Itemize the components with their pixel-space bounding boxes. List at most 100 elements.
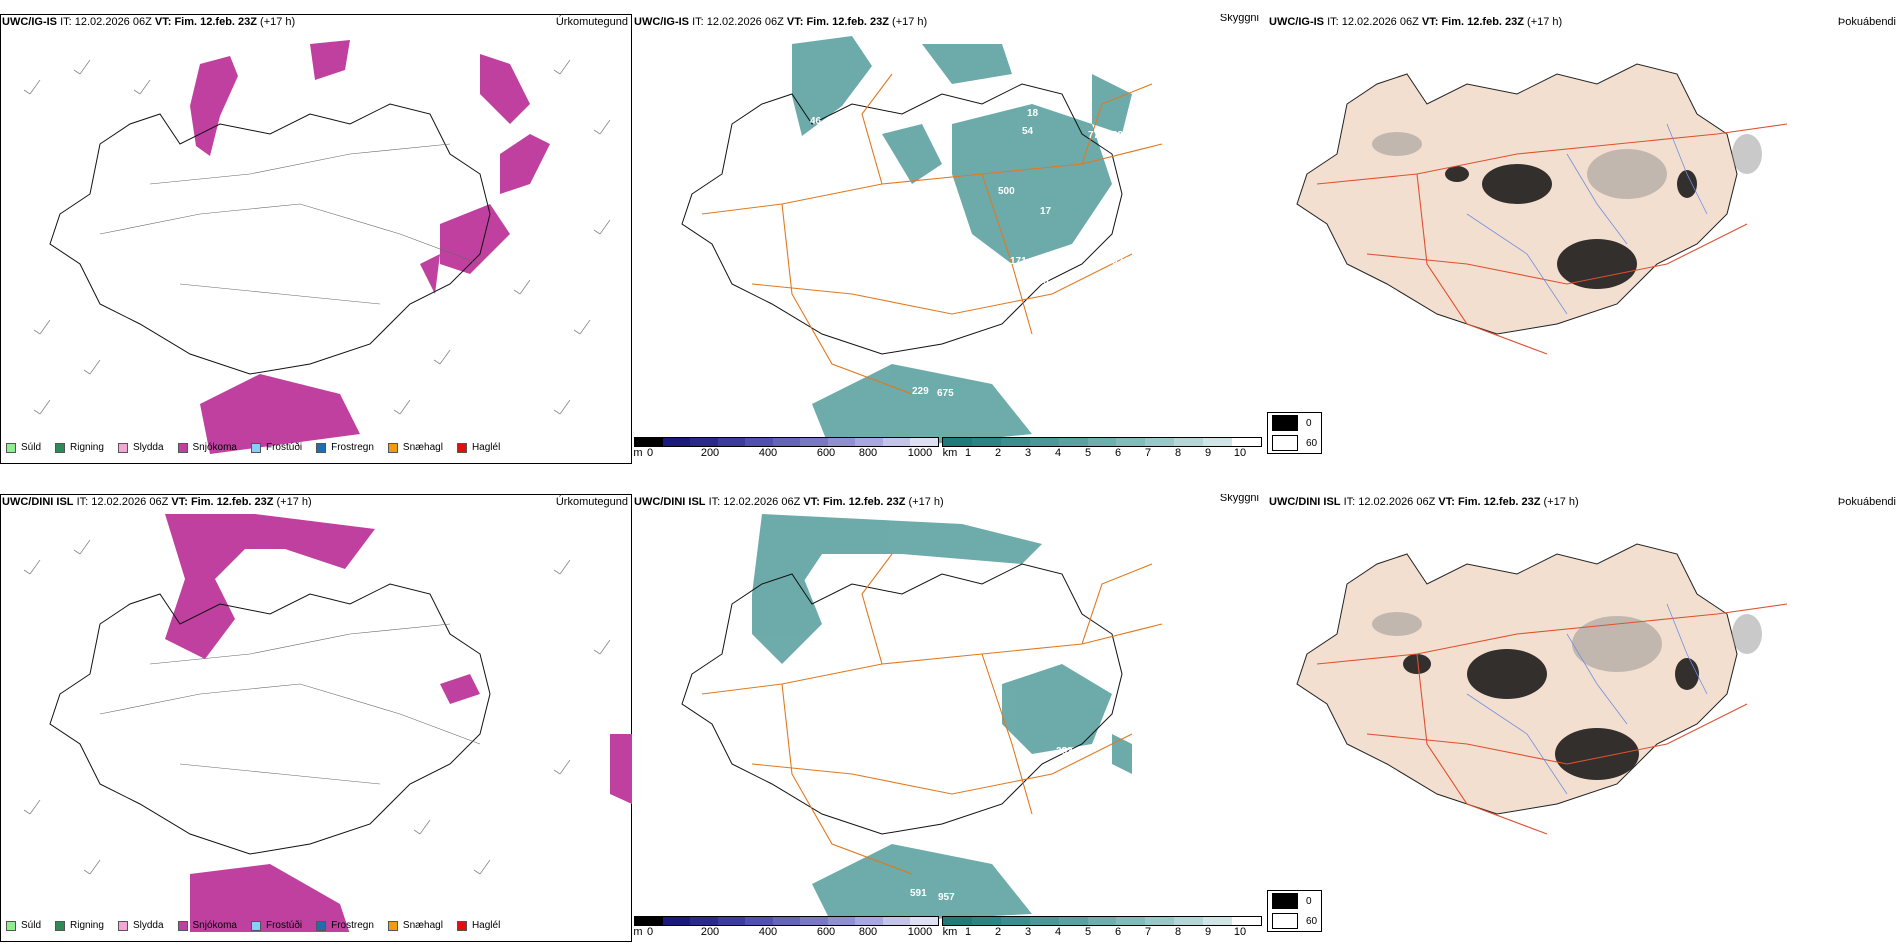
height-label: 283 (1056, 746, 1073, 757)
tick-label: 400 (758, 926, 778, 938)
precip-map (23, 40, 611, 454)
tick-label: 7 (1144, 447, 1152, 459)
tick-label: 400 (758, 447, 778, 459)
vt-value: Fim. 12.feb. 23Z (1441, 16, 1524, 28)
tick-label: 9 (1204, 447, 1212, 459)
model-name: UWC/DINI ISL (1269, 496, 1341, 508)
height-label: 77 (1088, 130, 1100, 141)
legend-item: Frostregn (316, 442, 374, 453)
fog-map (1296, 63, 1788, 355)
legend-swatch (250, 920, 261, 931)
lead-time: (+17 h) (260, 16, 296, 28)
snow-areas (190, 40, 550, 454)
fog-scale: 0 60 (1267, 890, 1323, 932)
tick-label: 600 (816, 926, 836, 938)
tick-label: 1000 (907, 447, 933, 459)
tick-label: 0 (646, 926, 654, 938)
tick-label: 1 (964, 447, 972, 459)
visibility-fields (752, 514, 1132, 919)
legend-swatch (387, 442, 398, 453)
height-label: 171 (1010, 256, 1027, 267)
height-label: 54 (1140, 151, 1152, 162)
precip-legend: Súld Rigning Slydda Snjókoma Frostúði Fr… (6, 920, 500, 931)
it-label: IT: (692, 16, 704, 28)
visibility-scale: km 1 2 3 4 5 6 7 8 9 10 (942, 916, 1262, 940)
iceland-outline (681, 83, 1123, 355)
height-label: 136 (946, 229, 963, 240)
panel-header: UWC/DINI ISL IT: 12.02.2026 06Z VT: Fim.… (1269, 496, 1579, 508)
it-label: IT: (1343, 496, 1356, 508)
lead-time: (+17 h) (276, 496, 312, 508)
fog-roads (1316, 123, 1788, 355)
it-value: 12.02.2026 06Z (723, 496, 801, 508)
panel-type-label: Skyggni (1219, 494, 1259, 504)
fog-rivers (1466, 123, 1708, 315)
height-ticks: m 0 200 400 600 800 1000 (633, 926, 939, 940)
it-value: 12.02.2026 06Z (1341, 16, 1419, 28)
vt-value: Fim. 12.feb. 23Z (822, 496, 906, 508)
it-label: IT: (708, 496, 721, 508)
height-label: 943 (1046, 552, 1063, 563)
legend-label: Snjókoma (192, 442, 237, 453)
lead-time: (+17 h) (1527, 16, 1563, 28)
legend-item: Slydda (117, 442, 164, 453)
tick-label: 10 (1233, 926, 1247, 938)
panel-type-label: Úrkomutegund (555, 496, 628, 508)
tick-label: 0 (646, 447, 654, 459)
fog-map (1296, 543, 1788, 835)
precip-map (23, 514, 632, 932)
lead-time: (+17 h) (908, 496, 944, 508)
legend-label: Haglél (471, 442, 501, 453)
legend-item: Snæhagl (387, 920, 443, 931)
height-label: 248 (1044, 762, 1061, 773)
tick-label: 200 (700, 926, 720, 938)
tick-label: 10 (1233, 447, 1247, 459)
legend-label: Rigning (70, 920, 104, 931)
legend-item: Frostregn (316, 920, 374, 931)
tick-label: 4 (1054, 447, 1062, 459)
legend-swatch (456, 920, 467, 931)
precip-label: 957 (938, 892, 955, 903)
visibility-map: 943 503 179 283 248 586 591 957 (681, 514, 1163, 919)
height-labels: 943 503 179 283 248 586 591 957 (850, 552, 1081, 903)
height-colorbar (634, 916, 939, 926)
vt-value: Fim. 12.feb. 23Z (806, 16, 889, 28)
height-label: 17 (1040, 206, 1052, 217)
legend-item: Snæhagl (387, 442, 443, 453)
legend-swatch (6, 920, 16, 931)
it-value: 12.02.2026 06Z (1358, 496, 1436, 508)
snow-areas (165, 514, 632, 932)
vt-label: VT: (154, 16, 172, 28)
tick-label: 5 (1084, 447, 1092, 459)
fog-scale: 0 60 (1267, 412, 1323, 454)
it-value: 12.02.2026 06Z (91, 496, 169, 508)
legend-label: Slydda (132, 920, 164, 931)
legend-item: Haglél (456, 442, 501, 453)
precip-label: 675 (937, 388, 954, 399)
fog-scale-label: 0 (1306, 895, 1312, 907)
legend-label: Frostregn (331, 442, 374, 453)
panel-header: UWC/IG-IS IT: 12.02.2026 06Z VT: Fim. 12… (2, 16, 295, 28)
wind-barbs (23, 59, 611, 415)
panel-header: UWC/DINI ISL IT: 12.02.2026 06Z VT: Fim.… (2, 496, 312, 508)
fog-scale-row: 60 (1268, 433, 1321, 453)
fog-swatch (1272, 435, 1298, 451)
panel-type-label: Skyggni (1219, 14, 1259, 24)
tick-label: 800 (858, 447, 878, 459)
panel-type-label: Úrkomutegund (555, 16, 628, 28)
legend-item: Snjókoma (177, 442, 237, 453)
legend-swatch (55, 442, 66, 453)
legend-swatch (117, 442, 128, 453)
panel-type-label: Þokuábendi (1837, 496, 1896, 508)
legend-item: Frostúði (250, 920, 302, 931)
tick-label: 4 (1054, 926, 1062, 938)
precip-frame (0, 14, 632, 464)
visibility-ticks: km 1 2 3 4 5 6 7 8 9 10 (942, 926, 1262, 940)
legend-swatch (387, 920, 398, 931)
it-label: IT: (60, 16, 72, 28)
visibility-colorbar (942, 437, 1262, 447)
legend-swatch (117, 920, 128, 931)
precip-label: 591 (910, 888, 927, 899)
tick-label: 2 (994, 447, 1002, 459)
height-scale: m 0 200 400 600 800 1000 (633, 916, 939, 940)
